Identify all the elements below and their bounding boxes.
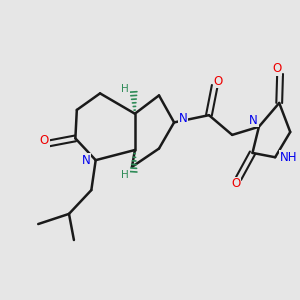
Text: N: N: [178, 112, 187, 125]
Text: N: N: [82, 154, 91, 167]
Text: N: N: [249, 114, 258, 127]
Text: H: H: [122, 170, 129, 180]
Text: O: O: [231, 177, 240, 190]
Text: O: O: [214, 75, 223, 88]
Text: H: H: [122, 84, 129, 94]
Text: O: O: [40, 134, 49, 147]
Text: O: O: [272, 62, 281, 75]
Text: NH: NH: [280, 151, 297, 164]
